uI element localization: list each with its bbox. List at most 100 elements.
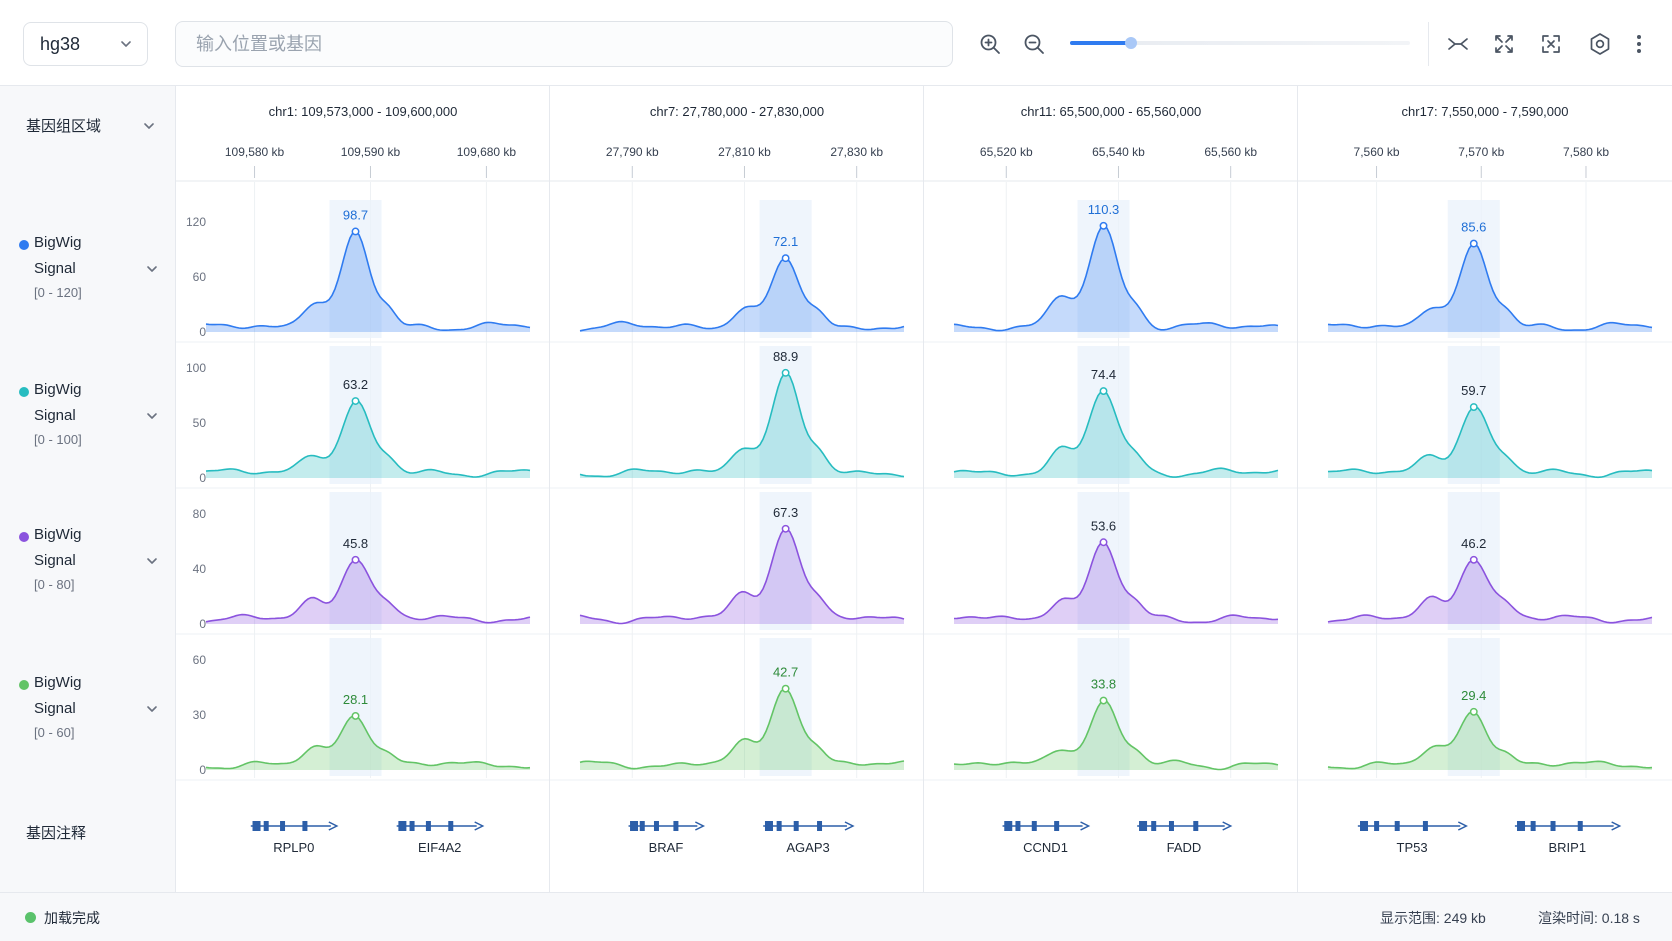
- peak-marker[interactable]: [1099, 538, 1108, 547]
- peak-marker[interactable]: [1469, 707, 1478, 716]
- peak-marker[interactable]: [1469, 555, 1478, 564]
- peak-marker[interactable]: [781, 684, 790, 693]
- signal-line[interactable]: [205, 230, 531, 331]
- signal-line[interactable]: [953, 541, 1279, 624]
- gene-feature[interactable]: RPLP0: [250, 821, 339, 855]
- ruler-tick-label: 27,830 kb: [830, 145, 883, 159]
- gene-name: FADD: [1167, 840, 1202, 855]
- y-axis-tick-label: 50: [193, 416, 207, 430]
- region-panel-svg: chr17: 7,550,000 - 7,590,000 7,560 kb 7,57…: [1298, 104, 1672, 855]
- signal-line[interactable]: [1327, 559, 1653, 624]
- genome-browser-grid[interactable]: chr1: 109,573,000 - 109,600,000 109,580 k…: [175, 86, 1672, 892]
- zoom-slider-thumb[interactable]: [1125, 37, 1138, 49]
- gene-feature[interactable]: CCND1: [1002, 821, 1091, 855]
- signal-line[interactable]: [579, 687, 905, 770]
- track-color-dot: [19, 387, 29, 397]
- signal-line[interactable]: [1327, 405, 1653, 479]
- peak-value-label: 28.1: [343, 692, 368, 707]
- peak-marker[interactable]: [1099, 696, 1108, 705]
- peak-marker[interactable]: [1099, 221, 1108, 230]
- signal-line[interactable]: [1327, 242, 1653, 331]
- peak-marker[interactable]: [1469, 239, 1478, 248]
- signal-line[interactable]: [205, 714, 531, 770]
- gene-feature[interactable]: TP53: [1357, 821, 1468, 855]
- track-4: 29.4: [1298, 638, 1672, 781]
- fit-icon[interactable]: [1492, 32, 1516, 56]
- signal-area: [580, 372, 904, 478]
- peak-highlight: [1447, 638, 1500, 776]
- signal-line[interactable]: [579, 371, 905, 478]
- y-axis-tick-label: 0: [199, 763, 206, 777]
- region-title: chr11: 65,500,000 - 65,560,000: [1021, 104, 1201, 119]
- signal-line[interactable]: [953, 699, 1279, 771]
- zoom-in-icon[interactable]: [978, 32, 1002, 56]
- peak-value-label: 59.7: [1461, 383, 1486, 398]
- peak-value-label: 45.8: [343, 536, 368, 551]
- ruler-tick-label: 7,570 kb: [1458, 145, 1504, 159]
- signal-line[interactable]: [953, 224, 1279, 332]
- region-chevron-icon[interactable]: [142, 119, 156, 133]
- y-axis-tick-label: 0: [199, 617, 206, 631]
- chevron-down-icon: [121, 41, 131, 47]
- signal-line[interactable]: [579, 528, 905, 625]
- signal-area: [954, 225, 1278, 332]
- settings-icon[interactable]: [1587, 31, 1613, 57]
- more-icon[interactable]: [1631, 32, 1647, 56]
- signal-area: [954, 700, 1278, 770]
- peak-highlight: [1447, 346, 1500, 484]
- peak-highlight: [329, 346, 382, 484]
- region-panel-2[interactable]: chr7: 27,780,000 - 27,830,000 27,790 kb 27…: [549, 86, 924, 892]
- genome-value: hg38: [40, 34, 81, 54]
- region-panel-3[interactable]: chr11: 65,500,000 - 65,560,000 65,520 kb 6…: [923, 86, 1298, 892]
- track-chevron-icon[interactable]: [145, 262, 159, 276]
- region-panel-4[interactable]: chr17: 7,550,000 - 7,590,000 7,560 kb 7,57…: [1297, 86, 1672, 892]
- gene-feature[interactable]: BRIP1: [1514, 821, 1622, 855]
- signal-area: [580, 688, 904, 770]
- signal-area: [206, 231, 530, 332]
- gene-feature[interactable]: BRAF: [628, 821, 706, 855]
- peak-marker[interactable]: [1099, 387, 1108, 395]
- y-axis-tick-label: 40: [193, 562, 207, 576]
- peak-value-label: 29.4: [1461, 688, 1486, 703]
- gene-feature[interactable]: FADD: [1137, 821, 1233, 855]
- ruler-tick-label: 109,680 kb: [457, 145, 517, 159]
- zoom-slider[interactable]: [1070, 37, 1410, 49]
- track-chevron-icon[interactable]: [145, 702, 159, 716]
- peak-marker[interactable]: [1469, 403, 1478, 411]
- signal-line[interactable]: [579, 257, 905, 332]
- gene-feature[interactable]: EIF4A2: [396, 821, 485, 855]
- peak-marker[interactable]: [351, 555, 360, 564]
- peak-marker[interactable]: [781, 524, 790, 533]
- expand-icon[interactable]: [1539, 32, 1563, 56]
- y-axis-tick-label: 60: [193, 653, 207, 667]
- region-panel-1[interactable]: chr1: 109,573,000 - 109,600,000 109,580 k…: [175, 86, 550, 892]
- signal-line[interactable]: [205, 399, 531, 478]
- genome-select[interactable]: hg38: [23, 22, 148, 66]
- search-input[interactable]: [175, 21, 953, 67]
- track-3: 53.6: [924, 492, 1298, 635]
- collapse-icon[interactable]: [1446, 32, 1470, 56]
- track-chevron-icon[interactable]: [145, 554, 159, 568]
- ruler-tick-label: 27,790 kb: [606, 145, 659, 159]
- peak-value-label: 46.2: [1461, 536, 1486, 551]
- peak-marker[interactable]: [781, 368, 790, 377]
- peak-highlight: [1077, 492, 1130, 630]
- peak-marker[interactable]: [351, 227, 360, 236]
- signal-line[interactable]: [1327, 710, 1653, 770]
- gene-name: TP53: [1397, 840, 1428, 855]
- signal-area: [1328, 560, 1652, 624]
- track-chevron-icon[interactable]: [145, 409, 159, 423]
- ruler-tick-label: 27,810 kb: [718, 145, 771, 159]
- signal-line[interactable]: [953, 390, 1279, 478]
- peak-marker[interactable]: [781, 254, 790, 263]
- status-text: 加载完成: [44, 910, 100, 926]
- peak-marker[interactable]: [351, 397, 360, 405]
- peak-marker[interactable]: [351, 711, 360, 720]
- zoom-out-icon[interactable]: [1022, 32, 1046, 56]
- track-3: 46.2: [1298, 492, 1672, 635]
- gene-feature[interactable]: AGAP3: [763, 821, 855, 855]
- status-ok-icon: [25, 912, 36, 923]
- signal-line[interactable]: [205, 558, 531, 624]
- zoom-slider-fill: [1070, 41, 1132, 45]
- track-3: 0 40 80 45.8: [176, 492, 550, 635]
